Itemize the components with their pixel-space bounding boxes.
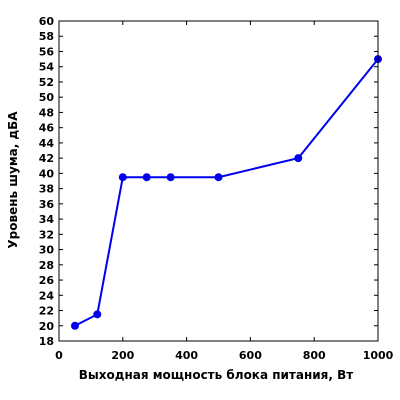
y-tick-label: 18 (39, 335, 54, 348)
y-tick-label: 26 (39, 274, 55, 287)
series-layer (70, 55, 382, 330)
y-tick-label: 22 (39, 305, 54, 318)
y-tick-label: 20 (39, 320, 55, 333)
data-point (166, 173, 175, 182)
y-tick-label: 46 (39, 122, 55, 135)
y-tick-label: 56 (39, 45, 55, 58)
y-tick-label: 38 (39, 183, 54, 196)
y-tick-label: 50 (39, 91, 55, 104)
data-point (214, 173, 223, 182)
y-tick-label: 58 (39, 30, 54, 43)
y-tick-label: 40 (39, 167, 55, 180)
x-axis-title: Выходная мощность блока питания, Вт (79, 368, 354, 382)
y-tick-label: 24 (39, 289, 55, 302)
x-tick-label: 0 (55, 349, 63, 362)
y-tick-label: 52 (39, 76, 54, 89)
data-point (142, 173, 151, 182)
data-point (294, 154, 303, 163)
y-tick-label: 54 (39, 61, 55, 74)
x-tick-label: 600 (239, 349, 262, 362)
x-tick-label: 400 (175, 349, 198, 362)
axis-ticks: 18 20 22 24 26 28 30 32 34 36 38 40 42 44 46 48 50 52 54 56… (39, 15, 394, 362)
y-tick-label: 60 (39, 15, 55, 28)
y-tick-label: 42 (39, 152, 54, 165)
y-tick-label: 30 (39, 244, 55, 257)
y-tick-label: 32 (39, 228, 54, 241)
x-tick-label: 200 (111, 349, 134, 362)
y-tick-label: 28 (39, 259, 54, 272)
data-point (118, 173, 127, 182)
data-point (93, 310, 102, 319)
x-tick-label: 800 (303, 349, 326, 362)
y-tick-label: 36 (39, 198, 55, 211)
plot-frame (58, 20, 379, 342)
x-tick-label: 1000 (363, 349, 394, 362)
y-tick-label: 48 (39, 106, 54, 119)
y-tick-label: 34 (39, 213, 55, 226)
series-line (74, 58, 379, 327)
y-tick-label: 44 (39, 137, 55, 150)
y-axis-title: Уровень шума, дБА (6, 111, 20, 249)
data-point (70, 321, 79, 330)
